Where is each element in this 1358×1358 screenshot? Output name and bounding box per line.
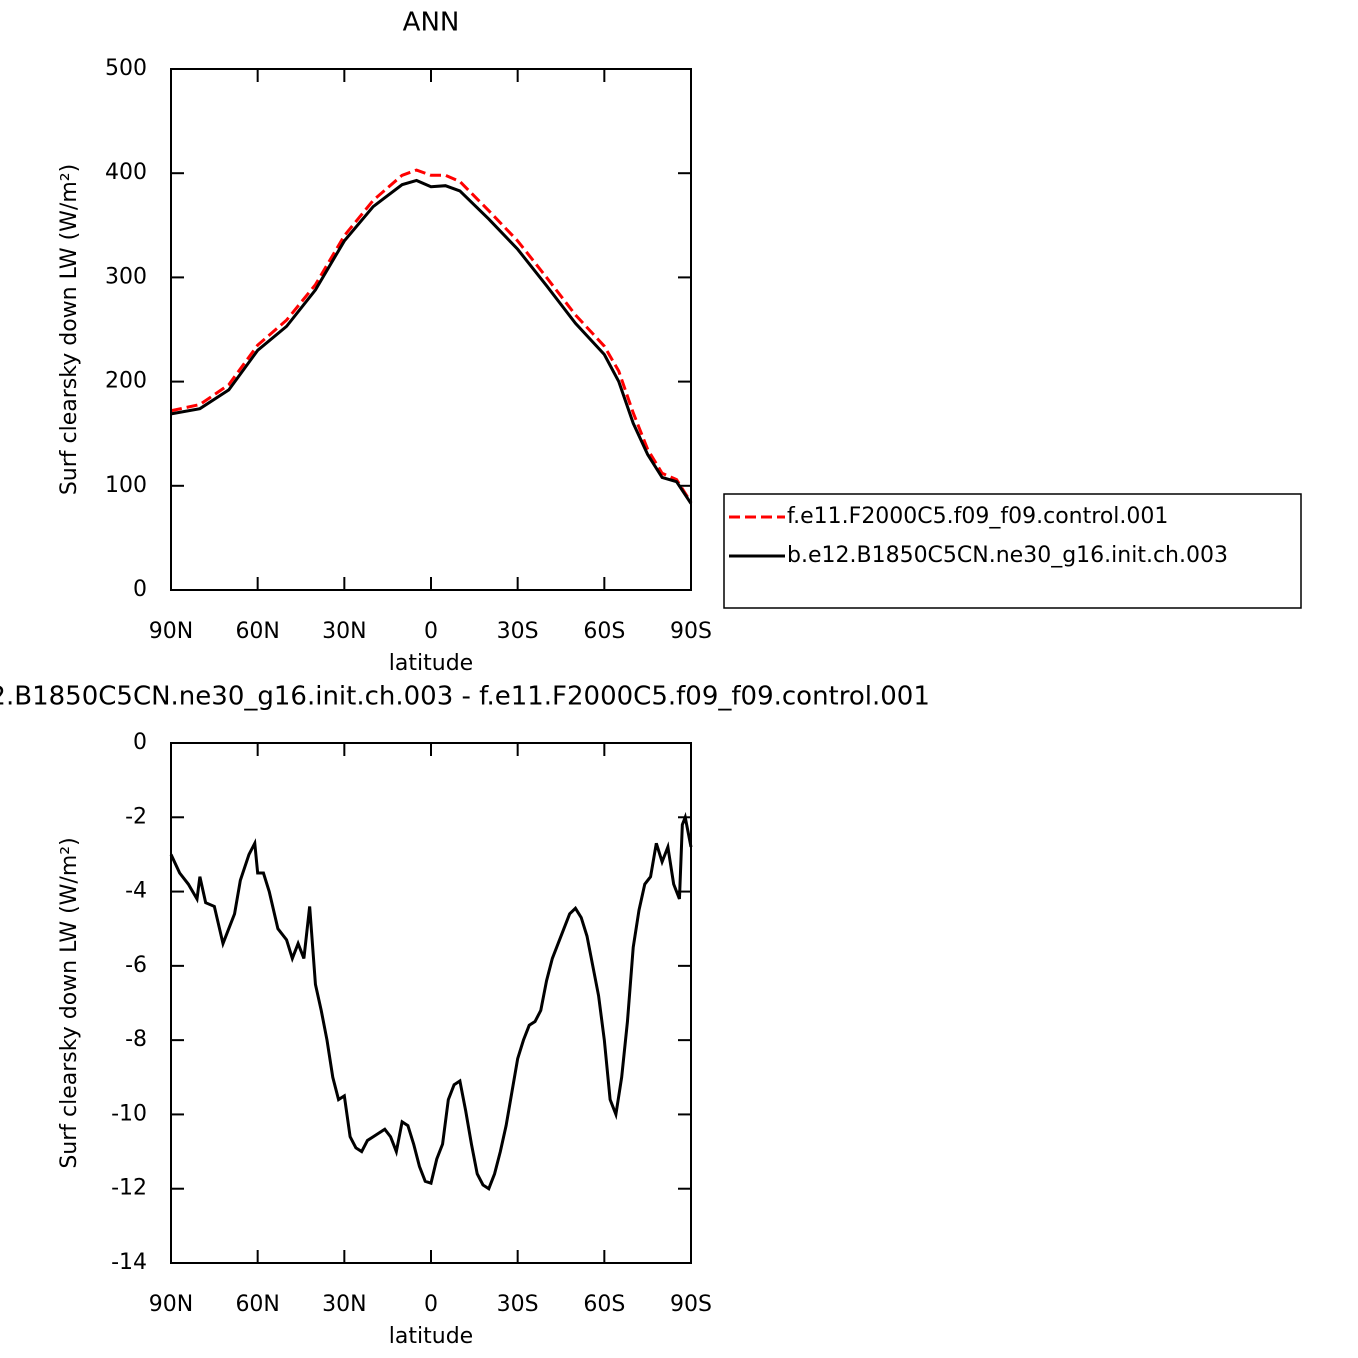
x-tick-label: 60S xyxy=(583,619,625,644)
y-tick-label: -4 xyxy=(125,879,147,904)
y-tick-label: -8 xyxy=(125,1027,147,1052)
y-tick-label: 400 xyxy=(105,160,147,185)
data-line xyxy=(169,811,693,1191)
x-tick-label: 60N xyxy=(235,1292,279,1317)
x-tick-label: 60S xyxy=(583,1292,625,1317)
y-tick-label: -6 xyxy=(125,953,147,978)
chart-title: ANN xyxy=(403,8,460,38)
data-line xyxy=(170,168,693,504)
x-axis-label: latitude xyxy=(389,1324,473,1349)
x-axis-label: latitude xyxy=(389,651,473,676)
data-line xyxy=(170,178,693,505)
plot-frame xyxy=(170,68,692,591)
y-tick-label: 100 xyxy=(105,473,147,498)
plot-frame xyxy=(170,742,692,1264)
y-tick-label: 0 xyxy=(133,577,147,602)
y-axis-label: Surf clearsky down LW (W/m²) xyxy=(57,164,82,495)
y-tick-label: 200 xyxy=(105,369,147,394)
x-tick-label: 90N xyxy=(149,1292,193,1317)
legend-label: b.e12.B1850C5CN.ne30_g16.init.ch.003 xyxy=(787,543,1228,568)
x-tick-label: 60N xyxy=(235,619,279,644)
y-axis-label: Surf clearsky down LW (W/m²) xyxy=(57,837,82,1168)
x-tick-label: 90N xyxy=(149,619,193,644)
x-tick-label: 0 xyxy=(424,1292,438,1317)
x-tick-label: 30N xyxy=(322,619,366,644)
y-tick-label: 300 xyxy=(105,264,147,289)
y-tick-label: -2 xyxy=(125,804,147,829)
x-tick-label: 90S xyxy=(670,619,712,644)
x-tick-label: 30N xyxy=(322,1292,366,1317)
y-tick-label: -14 xyxy=(111,1250,147,1275)
x-tick-label: 90S xyxy=(670,1292,712,1317)
y-tick-label: -12 xyxy=(111,1176,147,1201)
y-tick-label: 500 xyxy=(105,56,147,81)
legend-label: f.e11.F2000C5.f09_f09.control.001 xyxy=(787,504,1168,529)
x-tick-label: 30S xyxy=(497,619,539,644)
x-tick-label: 0 xyxy=(424,619,438,644)
x-tick-label: 30S xyxy=(497,1292,539,1317)
legend-box xyxy=(723,493,1302,609)
y-tick-label: -10 xyxy=(111,1101,147,1126)
y-tick-label: 0 xyxy=(133,730,147,755)
chart-title: b.e12.B1850C5CN.ne30_g16.init.ch.003 - f… xyxy=(0,682,930,712)
